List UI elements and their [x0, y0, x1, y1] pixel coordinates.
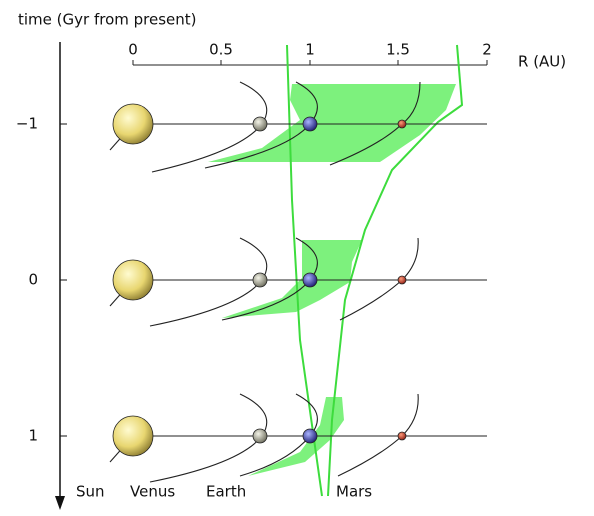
time-tick-label: 0 [28, 271, 38, 289]
r-tick-label: 0 [128, 41, 138, 59]
r-axis [133, 60, 487, 65]
diagram: time (Gyr from present) R (AU) 0 0.5 1 1… [0, 0, 594, 512]
r-tick-label: 1 [305, 41, 315, 59]
body-label: Sun [76, 483, 105, 501]
r-tick-label: 0.5 [209, 41, 233, 59]
body-label: Mars [336, 483, 372, 501]
body-label: Earth [206, 483, 246, 501]
time-axis-title: time (Gyr from present) [18, 11, 197, 29]
time-arrow [55, 496, 65, 510]
r-tick-label: 2 [482, 41, 492, 59]
body-label: Venus [130, 483, 175, 501]
r-axis-label: R (AU) [518, 53, 566, 71]
r-tick-label: 1.5 [386, 41, 410, 59]
time-tick-label: −1 [16, 115, 38, 133]
time-tick-label: 1 [28, 427, 38, 445]
